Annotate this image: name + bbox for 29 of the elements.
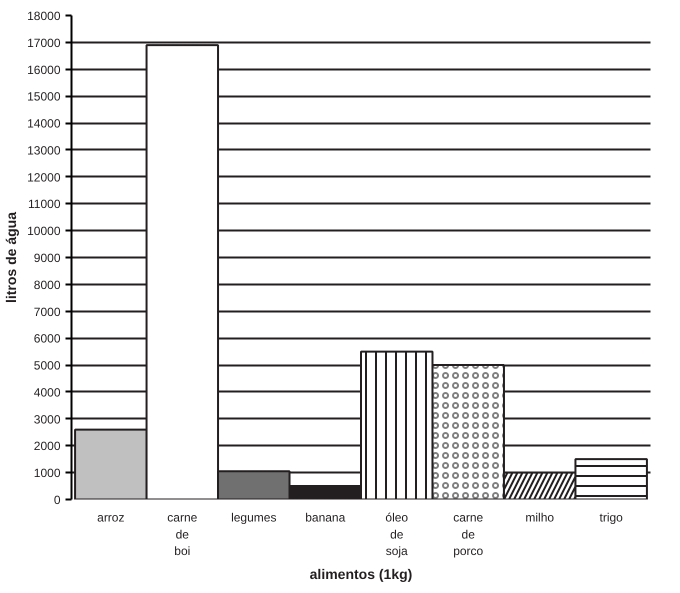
x-tick-label: trigo (600, 510, 624, 524)
y-axis-title: litros de água (3, 212, 20, 304)
y-tick-label: 2000 (34, 439, 61, 454)
y-tick-label: 18000 (27, 9, 61, 23)
y-tick-label: 12000 (27, 170, 61, 184)
y-tick-label: 4000 (34, 385, 61, 400)
x-axis-title: alimentos (1kg) (310, 566, 412, 582)
y-tick-label: 13000 (27, 143, 61, 158)
y-tick-label: 6000 (34, 332, 61, 346)
x-tick-label: legumes (231, 510, 276, 524)
x-tick-label: óleo de soja (385, 510, 408, 558)
x-tick-label: carne de porco (453, 510, 484, 558)
y-tick-label: 16000 (27, 62, 61, 77)
x-tick-label: arroz (97, 510, 124, 524)
y-tick-label: 15000 (27, 90, 61, 104)
y-tick-label: 11000 (28, 197, 61, 212)
y-tick-label: 8000 (34, 278, 61, 292)
y-tick-label: 17000 (27, 36, 61, 50)
y-tick-label: 9000 (34, 251, 61, 265)
x-tick-label: milho (525, 510, 554, 524)
y-tick-label: 14000 (27, 116, 61, 131)
y-tick-label: 0 (54, 493, 61, 507)
x-tick-label: banana (305, 510, 346, 524)
y-tick-label: 7000 (34, 304, 61, 319)
y-tick-label: 5000 (34, 358, 61, 373)
y-tick-label: 3000 (34, 412, 61, 426)
y-tick-label: 1000 (34, 466, 61, 480)
y-tick-label: 10000 (27, 224, 61, 238)
x-tick-label: carne de boi (167, 510, 198, 558)
